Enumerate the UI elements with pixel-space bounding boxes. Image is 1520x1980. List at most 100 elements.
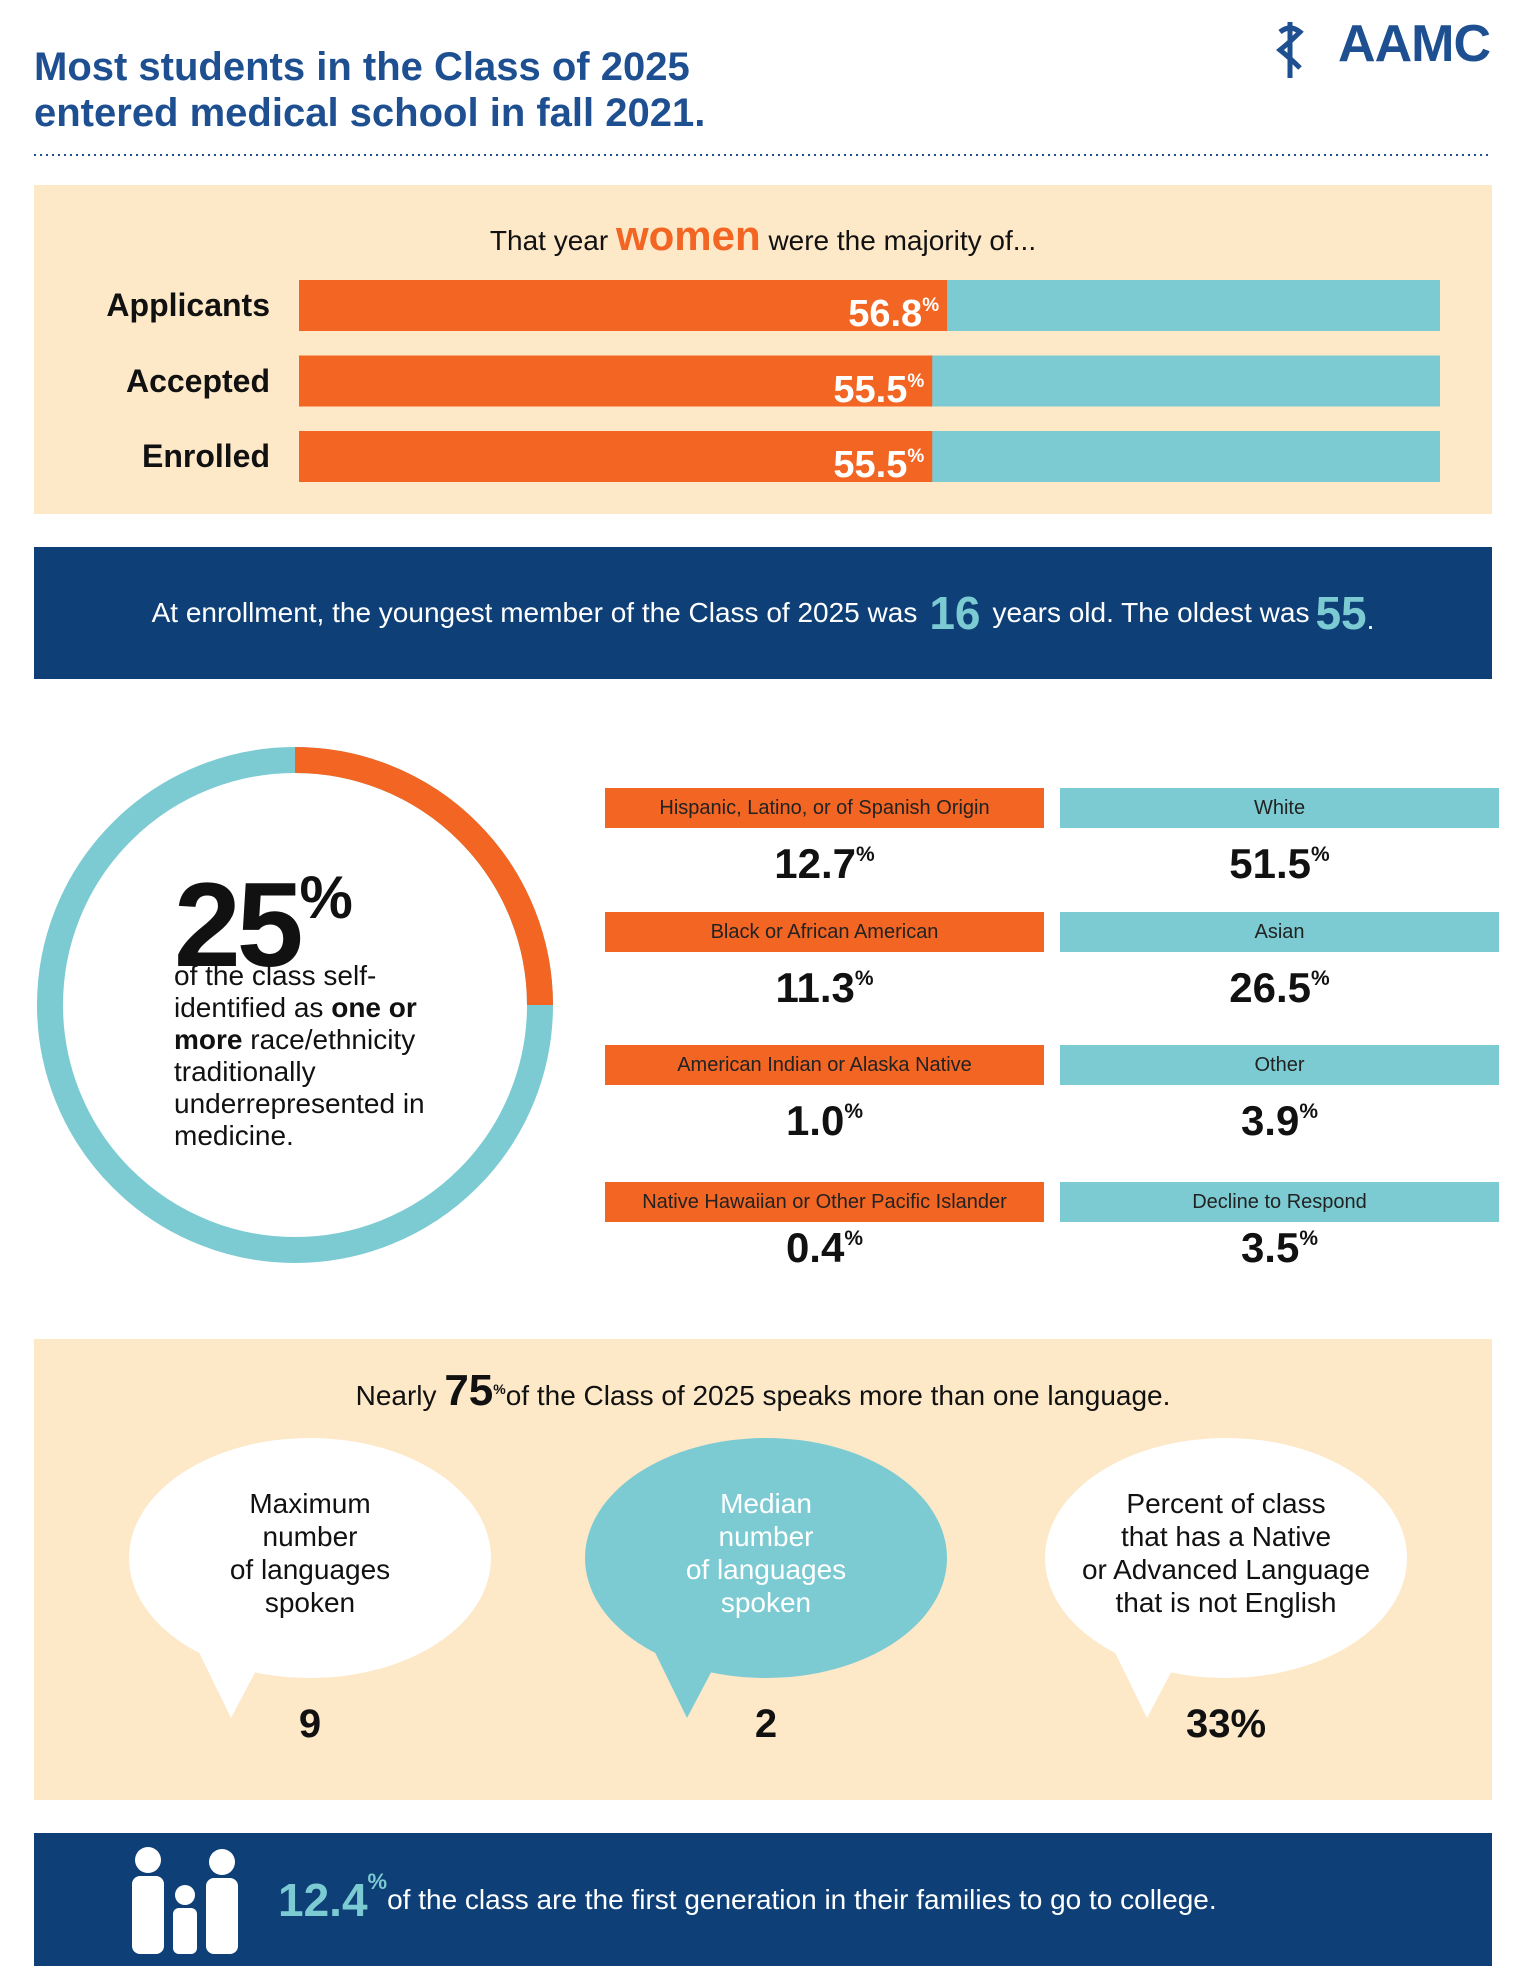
urim-text-part: race/ethnicity traditionally underrepres… (174, 1024, 425, 1151)
intro-text: That year (489, 225, 609, 256)
speech-bubble (585, 1438, 947, 1678)
speech-bubble (1045, 1438, 1407, 1678)
race-value-unit: % (1311, 967, 1330, 991)
first-gen-text: 12.4% of the class are the first generati… (278, 1833, 1217, 1966)
race-label-bar (605, 912, 1044, 952)
race-label: Other (1254, 1054, 1305, 1076)
race-label-bar (1060, 1182, 1499, 1222)
first-gen-band (34, 1833, 1492, 1966)
bubble-line: Maximum (249, 1488, 371, 1519)
bar-value-unit: % (907, 446, 925, 467)
age-part: . (1366, 604, 1375, 635)
race-label-bar (1060, 788, 1499, 828)
race-value: 26.5% (1060, 964, 1499, 1012)
bubble-line: spoken (720, 1587, 812, 1618)
race-label: Black or African American (710, 921, 939, 943)
age-text: At enrollment, the youngest member of th… (34, 547, 1492, 679)
gender-intro: That year women were the majority of... (34, 212, 1492, 260)
race-value-number: 51.5 (1229, 840, 1312, 887)
race-value-number: 3.5 (1240, 1224, 1300, 1271)
bar-label: Enrolled (141, 438, 270, 474)
bubble-line: of languages (229, 1554, 391, 1585)
urim-value: 25% (174, 838, 353, 985)
race-label: White (1253, 797, 1306, 819)
bubble-line: number (718, 1521, 814, 1552)
age-band (34, 547, 1492, 679)
urim-text: of the class self-identified as one or m… (174, 960, 434, 1152)
urim-text-bold: one or more (174, 992, 417, 1055)
bubble-value: 9 (298, 1702, 322, 1746)
bar-value-number: 55.5 (833, 444, 908, 487)
bar-label: Applicants (106, 287, 270, 323)
race-label-bar (1060, 912, 1499, 952)
first-gen-number: 12.4 (278, 1873, 368, 1926)
race-value-number: 1.0 (785, 1097, 845, 1144)
urim-number: 25 (174, 858, 303, 992)
bar-value: 56.8% (848, 280, 940, 335)
race-value: 0.4% (605, 1224, 1044, 1272)
race-label: Asian (1254, 921, 1305, 943)
bar (299, 280, 948, 331)
bar-value-number: 56.8 (848, 293, 923, 336)
race-label: Hispanic, Latino, or of Spanish Origin (659, 797, 990, 819)
title-line: Most students in the Class of 2025 (34, 45, 690, 89)
bubble-value: 2 (754, 1702, 778, 1746)
bubble-line: Median (720, 1488, 812, 1519)
intro-highlight: women (615, 212, 761, 259)
race-label-bar (605, 1182, 1044, 1222)
bubble-line: that has a Native (1120, 1521, 1332, 1552)
family-icon (132, 1847, 238, 1954)
bar-value: 55.5% (833, 356, 925, 411)
intro-text: Nearly (355, 1380, 437, 1411)
race-label: American Indian or Alaska Native (677, 1054, 972, 1076)
race-value-number: 26.5 (1229, 964, 1312, 1011)
language-intro: Nearly 75%of the Class of 2025 speaks mo… (34, 1366, 1492, 1416)
intro-text: were the majority of... (768, 225, 1037, 256)
age-end: 55. (1315, 586, 1374, 640)
intro-text: of the Class of 2025 speaks more than on… (505, 1380, 1171, 1411)
donut-segment (37, 747, 553, 1263)
age-number: 16 (929, 587, 981, 639)
race-value-unit: % (844, 1100, 864, 1124)
bubble-value: 33% (1185, 1702, 1267, 1746)
first-gen-unit: % (367, 1869, 388, 1894)
logo-icon (1275, 22, 1304, 78)
race-value-unit: % (1299, 1100, 1319, 1124)
bar-value-unit: % (907, 370, 925, 392)
bubble-text: Median number of languages spoken (606, 1487, 926, 1619)
bar (299, 355, 933, 407)
race-value: 11.3% (605, 964, 1044, 1012)
bubble-line: number (262, 1521, 358, 1552)
race-value: 3.9% (1060, 1097, 1499, 1145)
bubble-line: that is not English (1115, 1587, 1337, 1618)
bubble-text: Percent of class that has a Native or Adva… (1066, 1487, 1386, 1619)
intro-number: 75 (444, 1366, 494, 1415)
intro-unit: % (493, 1380, 506, 1397)
race-value-number: 11.3 (775, 964, 855, 1011)
age-part: years old. The oldest was (992, 597, 1310, 628)
bubble-line: of languages (685, 1554, 847, 1585)
race-value: 51.5% (1060, 840, 1499, 888)
logo: AAMC (1338, 15, 1491, 73)
race-label: Native Hawaiian or Other Pacific Islande… (642, 1191, 1007, 1213)
bar (299, 431, 933, 482)
urim-unit: % (299, 864, 352, 931)
bar-value-number: 55.5 (833, 368, 908, 411)
title-line: entered medical school in fall 2021. (34, 91, 706, 135)
race-value-unit: % (1299, 1227, 1319, 1251)
race-label-bar (605, 1045, 1044, 1085)
race-label-bar (605, 788, 1044, 828)
bar-value-unit: % (922, 295, 940, 316)
title: Most students in the Class of 2025 enter… (34, 44, 705, 136)
race-value: 1.0% (605, 1097, 1044, 1145)
race-value-unit: % (856, 843, 875, 867)
race-value: 12.7% (605, 840, 1044, 888)
race-value: 3.5% (1060, 1224, 1499, 1272)
race-value-number: 0.4 (785, 1224, 845, 1271)
urim-text-part: of the class self-identified as (174, 960, 377, 1023)
age-number: 55 (1315, 587, 1367, 639)
race-label-bar (1060, 1045, 1499, 1085)
race-value-unit: % (854, 967, 874, 991)
